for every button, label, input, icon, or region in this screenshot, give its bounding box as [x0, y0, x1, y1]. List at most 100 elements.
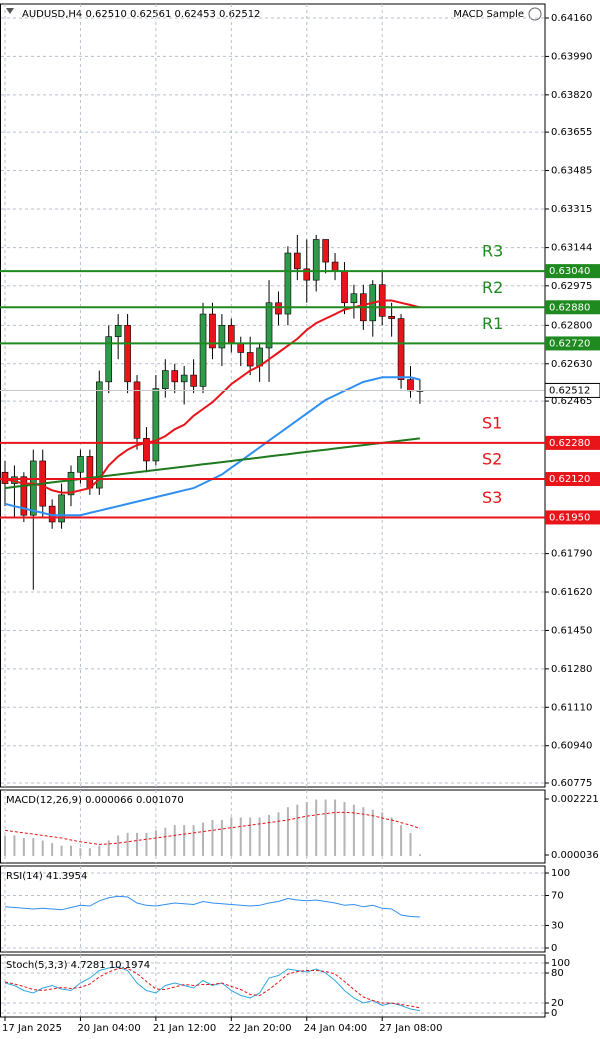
y-tick-label: 0.63315	[551, 204, 592, 215]
y-tick-label: 0.61280	[551, 664, 592, 675]
level-price-label: 0.62280	[549, 438, 590, 449]
candle-body	[29, 460, 37, 516]
macd-bar	[343, 802, 346, 856]
macd-bar	[164, 827, 167, 856]
macd-bar	[418, 854, 421, 856]
macd-bar	[220, 820, 223, 856]
candle-body	[388, 316, 395, 319]
candle-body	[303, 268, 311, 281]
candle-body	[294, 252, 301, 270]
indicator-line	[4, 895, 420, 918]
candle-body	[331, 261, 339, 272]
level-price-box	[545, 510, 600, 525]
macd-bar	[305, 802, 308, 856]
macd-bar	[315, 799, 318, 856]
macd-bar	[154, 830, 157, 856]
level-name: S3	[482, 488, 502, 507]
level-price-label: 0.62120	[549, 474, 590, 485]
candle-body	[20, 476, 28, 516]
level-price-box	[545, 435, 600, 450]
candle-body	[96, 381, 103, 489]
macd-bar	[192, 825, 195, 856]
candle-body	[105, 336, 113, 383]
level-price-box	[545, 300, 600, 315]
candle-body	[199, 313, 207, 387]
macd-bar	[117, 835, 120, 856]
y-tick-label: 100	[551, 958, 570, 969]
last-price-box	[544, 382, 600, 398]
macd-bar	[173, 825, 176, 856]
y-tick-label: 0.61620	[551, 587, 592, 598]
macd-bar	[98, 845, 101, 856]
candle-body	[67, 471, 75, 496]
y-tick-label: 0.64160	[551, 13, 592, 24]
candle-body	[228, 325, 235, 344]
last-price-label: 0.62512	[549, 385, 590, 396]
macd-bar	[13, 835, 16, 856]
macd-bar	[381, 812, 384, 856]
level-price-box	[545, 472, 600, 487]
y-tick-label: 0.62630	[551, 359, 592, 370]
candle-body	[114, 325, 122, 337]
macd-bar	[88, 848, 91, 856]
panel-title: Stoch(5,3,3) 4.7281 10.1974	[6, 960, 150, 971]
candle-body	[171, 370, 179, 383]
candle-body	[312, 239, 320, 281]
macd-bar	[230, 817, 233, 856]
candle-body	[190, 374, 197, 387]
macd-bar	[107, 840, 110, 856]
candle-body	[124, 325, 131, 383]
candle-body	[246, 352, 254, 367]
candle-body	[162, 370, 169, 389]
level-name: R3	[482, 242, 503, 261]
y-tick-label: 0.60775	[551, 778, 592, 789]
macd-bar	[352, 804, 355, 856]
macd-bar	[70, 845, 73, 856]
panel-frame	[0, 789, 546, 864]
macd-bar	[4, 835, 6, 856]
macd-bar	[409, 832, 412, 856]
x-tick-label: 24 Jan 04:00	[304, 1023, 367, 1034]
level-price-label: 0.62720	[549, 338, 590, 349]
macd-bar	[41, 840, 44, 856]
candle-body	[86, 456, 94, 489]
candle-body	[58, 494, 65, 523]
macd-bar	[390, 817, 393, 856]
x-tick-label: 21 Jan 12:00	[153, 1023, 216, 1034]
y-tick-label: 20	[551, 998, 564, 1009]
macd-bar	[145, 832, 148, 856]
macd-bar	[183, 825, 186, 856]
y-tick-label: 100	[551, 868, 570, 879]
macd-bar	[277, 812, 280, 856]
macd-bar	[362, 807, 365, 856]
candle-body	[218, 325, 226, 349]
candle-body	[322, 239, 329, 263]
candle-body	[341, 270, 348, 304]
y-tick-label: 0.63655	[551, 127, 592, 138]
expert-icon	[528, 7, 542, 21]
candle-body	[284, 252, 292, 315]
macd-bar	[286, 807, 289, 856]
level-price-label: 0.61950	[549, 512, 590, 523]
x-tick-label: 27 Jan 08:00	[379, 1023, 442, 1034]
y-tick-label: 0.62975	[551, 281, 592, 292]
level-name: R1	[482, 314, 503, 333]
level-price-label: 0.62880	[549, 302, 590, 313]
panel-title: RSI(14) 41.3954	[6, 871, 87, 882]
candle-body	[133, 381, 141, 439]
y-tick-label: 0.63990	[551, 51, 592, 62]
macd-bar	[296, 804, 299, 856]
y-tick-label: 0.000036	[551, 850, 599, 861]
y-tick-label: 0.62800	[551, 320, 592, 331]
macd-bar	[334, 799, 337, 856]
chart-title: AUDUSD,H4 0.62510 0.62561 0.62453 0.6251…	[22, 9, 260, 20]
macd-bar	[211, 820, 214, 856]
candle-body	[265, 302, 273, 349]
macd-bar	[249, 817, 252, 856]
y-tick-label: 80	[551, 968, 564, 979]
macd-bar	[268, 814, 271, 856]
candle-body	[275, 302, 282, 315]
y-tick-label: 0.63820	[551, 90, 592, 101]
candle-body	[143, 438, 150, 462]
macd-bar	[136, 832, 139, 856]
